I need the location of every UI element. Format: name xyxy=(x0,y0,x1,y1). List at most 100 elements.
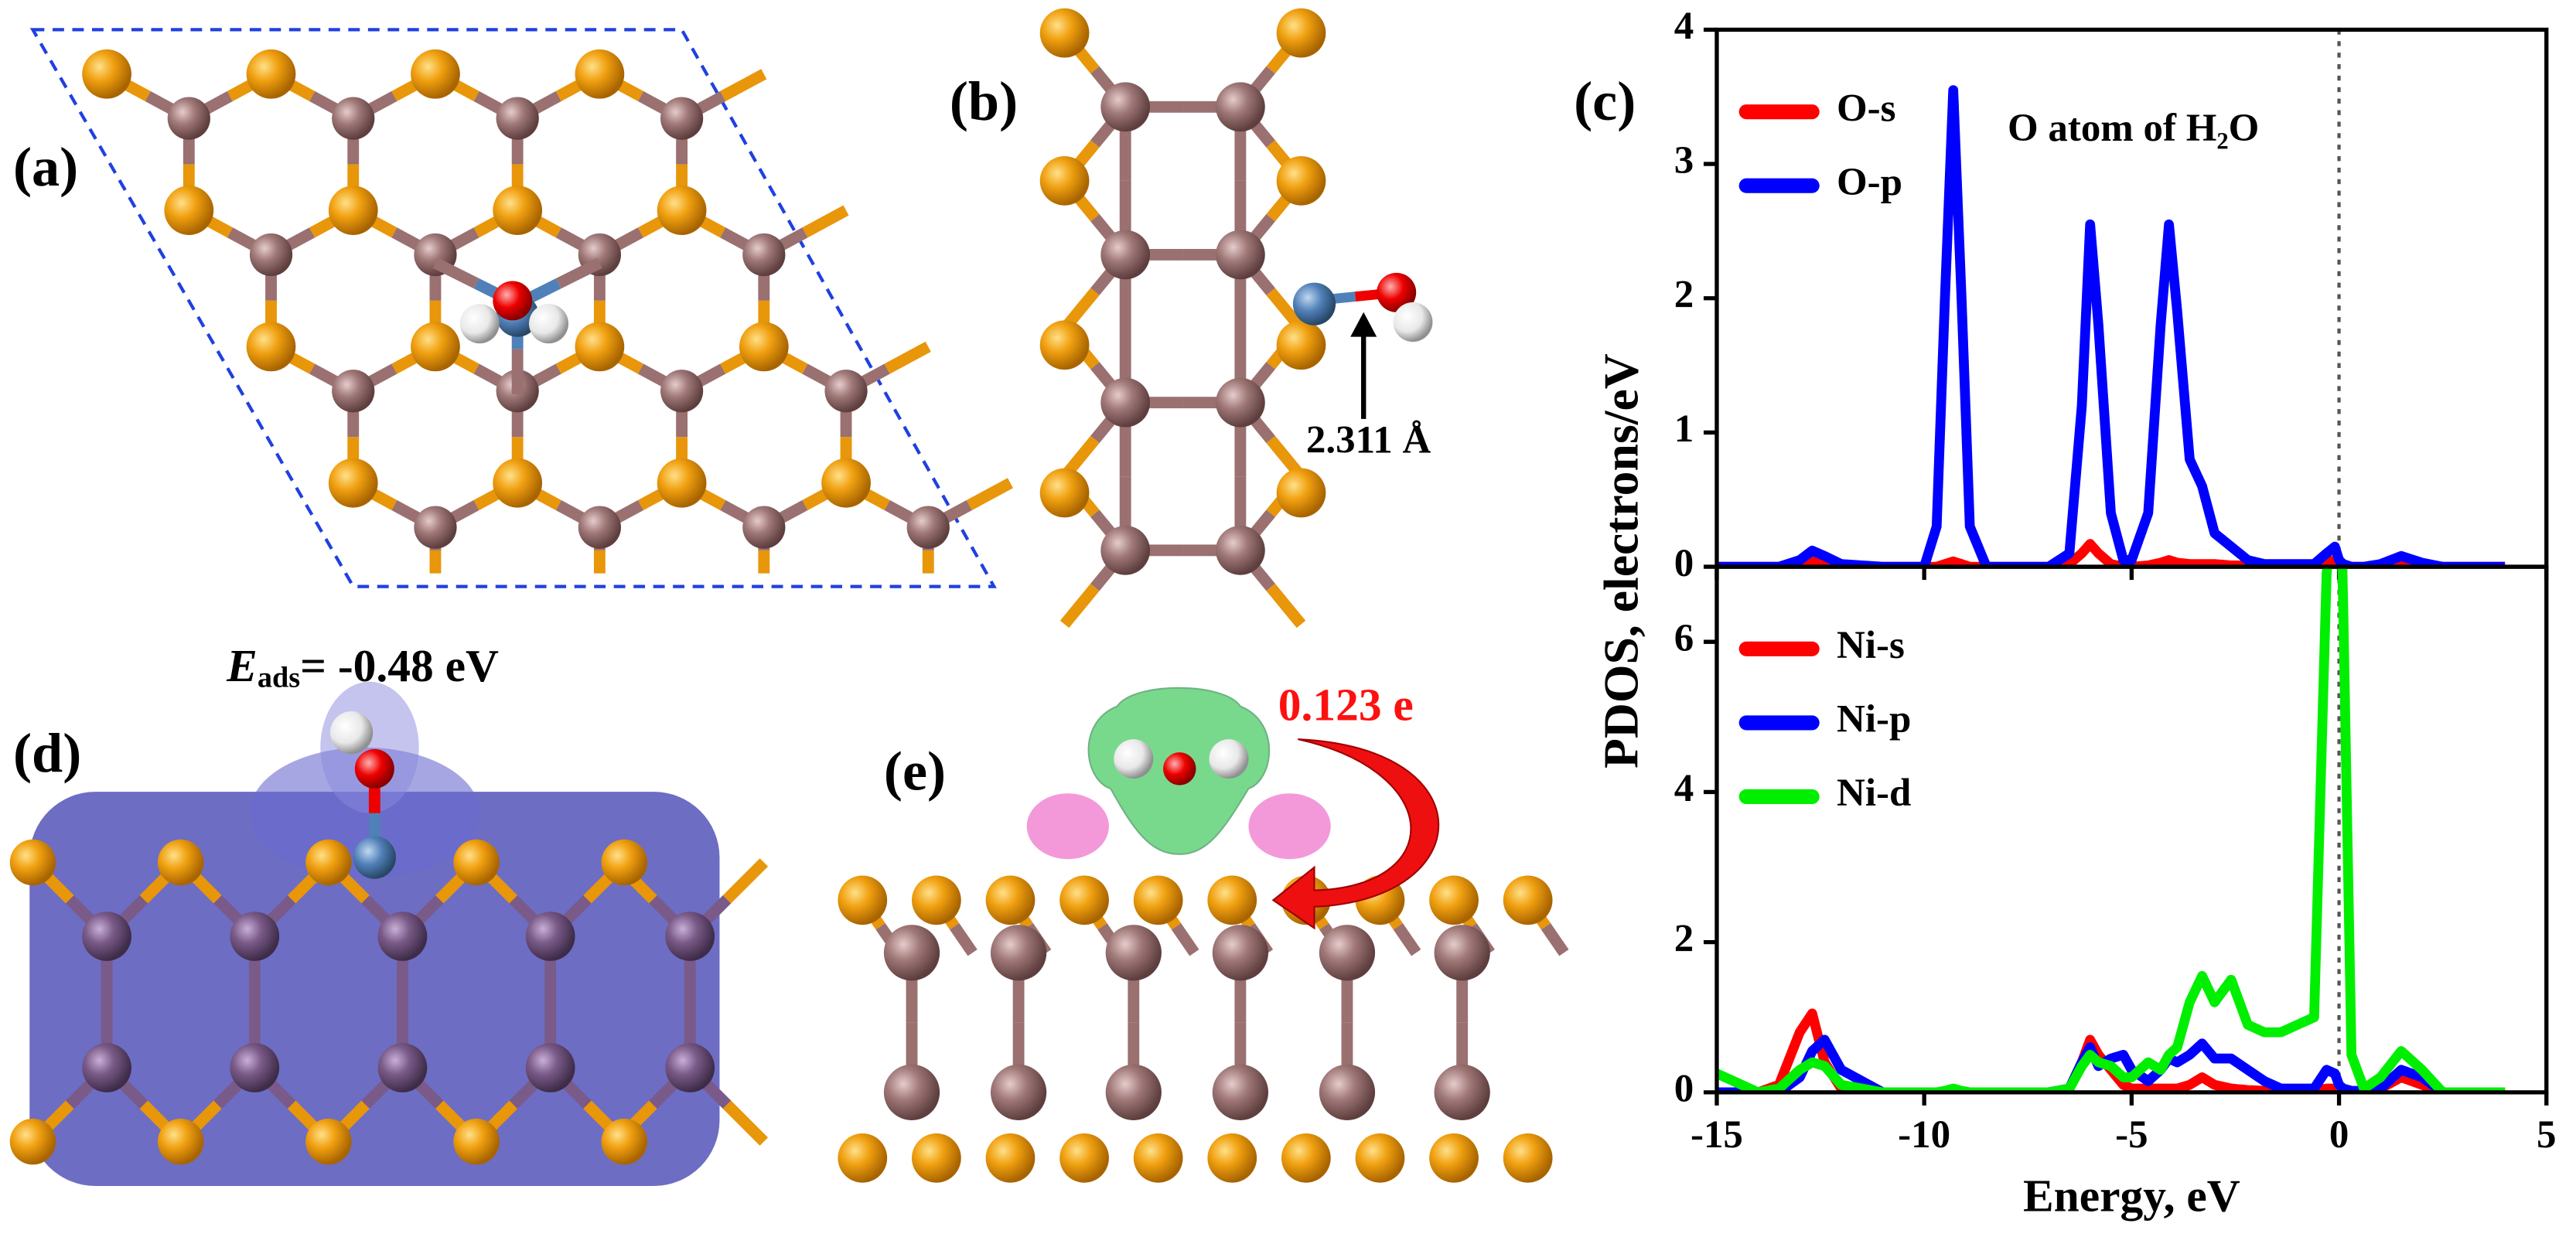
bond xyxy=(802,205,849,238)
y-tick-label: 4 xyxy=(1674,5,1694,48)
atom xyxy=(657,186,707,235)
pdos-line xyxy=(1716,85,2506,567)
atom xyxy=(1503,1133,1553,1183)
atom xyxy=(985,1133,1036,1183)
bond xyxy=(1171,923,1199,956)
y-tick-label: 2 xyxy=(1674,273,1694,316)
atom xyxy=(328,186,378,235)
atom xyxy=(1105,925,1162,981)
atom xyxy=(838,1133,888,1183)
atom xyxy=(1039,320,1090,370)
atom xyxy=(493,281,533,321)
atom xyxy=(906,506,950,549)
atom xyxy=(657,458,707,508)
atom xyxy=(1133,1133,1183,1183)
energy-subscript: ads xyxy=(258,661,300,693)
bond xyxy=(950,923,978,956)
bond xyxy=(884,341,931,374)
bond xyxy=(722,1100,769,1146)
atom xyxy=(332,370,375,413)
structures xyxy=(9,8,1569,1186)
atom xyxy=(1163,752,1196,785)
atom xyxy=(249,233,293,277)
atom xyxy=(1319,1064,1376,1120)
atom xyxy=(1100,525,1151,575)
atom xyxy=(493,186,543,235)
atom xyxy=(230,912,280,961)
atom xyxy=(1276,320,1326,370)
atom xyxy=(1133,875,1183,925)
atom xyxy=(9,839,56,886)
atom xyxy=(739,322,789,372)
atom xyxy=(1377,272,1417,312)
atom xyxy=(601,1118,647,1165)
atom xyxy=(377,912,428,961)
y-tick-label: 1 xyxy=(1674,407,1694,451)
atom xyxy=(660,97,704,140)
atom xyxy=(1503,875,1553,925)
y-axis-label: PDOS, electrons/eV xyxy=(1594,353,1649,768)
atom xyxy=(453,839,500,886)
atom xyxy=(1276,468,1326,518)
panel-label: (d) xyxy=(13,722,81,784)
atom xyxy=(821,458,871,508)
atom xyxy=(1319,925,1376,981)
atom xyxy=(1429,1133,1479,1183)
cell-boundary xyxy=(29,28,997,588)
legend-label: Ni-s xyxy=(1837,624,1905,667)
y-tick-label: 0 xyxy=(1674,542,1694,585)
atom xyxy=(1212,1064,1269,1120)
atom xyxy=(665,1043,715,1092)
atom xyxy=(453,1118,500,1165)
bond xyxy=(1393,923,1421,956)
y-tick-label: 4 xyxy=(1674,767,1694,810)
atom xyxy=(246,322,296,372)
atom xyxy=(1216,230,1265,280)
atom xyxy=(414,506,457,549)
atom xyxy=(1429,875,1479,925)
legend-label: Ni-p xyxy=(1837,698,1911,741)
atom xyxy=(353,836,396,879)
bond xyxy=(1266,583,1306,629)
atom xyxy=(742,506,786,549)
atom xyxy=(1216,82,1265,132)
atom xyxy=(1100,82,1151,132)
atom xyxy=(912,1133,961,1183)
atom xyxy=(1207,875,1257,925)
charge-transfer: 0.123 e xyxy=(1278,680,1414,731)
bond xyxy=(966,478,1014,510)
atom xyxy=(1039,155,1090,206)
atom xyxy=(157,1118,204,1165)
transfer-arrow xyxy=(1271,738,1440,930)
atom xyxy=(1114,739,1154,779)
atom xyxy=(883,925,940,981)
atom xyxy=(9,1118,56,1165)
atom xyxy=(912,875,961,925)
legend-label: Ni-d xyxy=(1837,772,1911,815)
atom xyxy=(82,49,131,99)
atom xyxy=(1105,1064,1162,1120)
atom xyxy=(525,912,575,961)
atom xyxy=(578,506,622,549)
y-tick-label: 0 xyxy=(1674,1068,1694,1111)
charge-density xyxy=(249,747,480,879)
atom xyxy=(332,97,375,140)
bond xyxy=(722,858,769,904)
bond-length: 2.311 Å xyxy=(1306,418,1431,462)
atom xyxy=(246,49,296,99)
atom xyxy=(377,1043,428,1092)
charge-depletion xyxy=(1248,793,1331,860)
energy-symbol: E xyxy=(226,640,258,691)
atom xyxy=(575,322,625,372)
panel-label: (b) xyxy=(950,70,1018,132)
bond xyxy=(720,69,767,101)
pdos-line xyxy=(1716,1034,2506,1092)
atom xyxy=(496,97,539,140)
charge-depletion xyxy=(1026,793,1109,860)
arrow-head xyxy=(1350,312,1377,337)
bond xyxy=(1059,583,1100,629)
bond xyxy=(432,257,479,289)
atom xyxy=(1212,925,1269,981)
atom xyxy=(1100,377,1151,428)
atom xyxy=(459,304,500,344)
